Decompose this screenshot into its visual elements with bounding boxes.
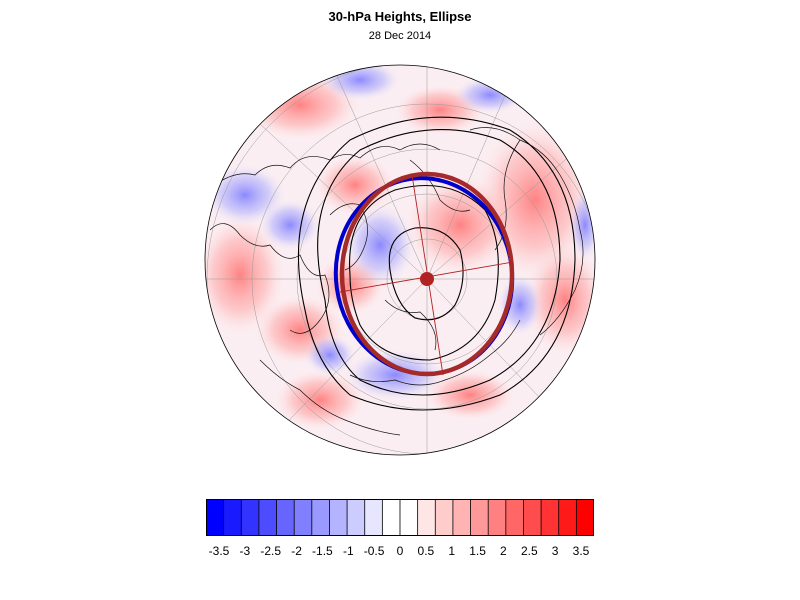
colorbar-box bbox=[381, 499, 401, 536]
colorbar-label: -3 bbox=[239, 544, 251, 558]
colorbar-box bbox=[470, 499, 489, 536]
colorbar-label: 1 bbox=[448, 544, 456, 558]
fitted-ellipse bbox=[339, 171, 515, 377]
colorbar-label: 2.5 bbox=[520, 544, 538, 558]
colorbar-label: -3.5 bbox=[208, 544, 230, 558]
colorbar-box bbox=[505, 499, 525, 536]
colorbar-labels: -3.5 -3 -2.5 -2 -1.5 -1 -0.5 0 0.5 1 1.5 2 2.5 3 3.5 bbox=[0, 544, 800, 560]
colorbar-box bbox=[452, 499, 472, 536]
colorbar-label: -2 bbox=[291, 544, 302, 558]
height-contours bbox=[297, 116, 576, 411]
colorbar-box bbox=[487, 499, 507, 536]
colorbar-box bbox=[434, 499, 454, 536]
colorbar-box bbox=[329, 499, 348, 536]
colorbar-box bbox=[223, 499, 242, 536]
colorbar-label: -1 bbox=[342, 544, 354, 558]
colorbar-box bbox=[240, 499, 260, 536]
vortex-center bbox=[420, 272, 434, 286]
colorbar-box bbox=[276, 499, 295, 536]
colorbar-label: 2 bbox=[500, 544, 507, 558]
colorbar-box bbox=[575, 499, 594, 536]
colorbar-label: 1.5 bbox=[469, 544, 486, 558]
colorbar-label: -1.5 bbox=[312, 544, 333, 558]
colorbar-label: 0.5 bbox=[417, 544, 435, 558]
colorbar-box bbox=[399, 499, 419, 536]
colorbar-box bbox=[523, 499, 542, 536]
map-border bbox=[204, 64, 596, 456]
colorbar-box bbox=[417, 499, 436, 536]
colorbar-box bbox=[558, 499, 578, 536]
page-subtitle: 28 Dec 2014 bbox=[368, 30, 432, 42]
colorbar-box bbox=[311, 499, 331, 536]
colorbar-box bbox=[206, 499, 225, 536]
colorbar-label: 0 bbox=[396, 544, 404, 558]
colorbar bbox=[206, 499, 594, 536]
colorbar-label: 3.5 bbox=[572, 544, 590, 558]
colorbar-label: 3 bbox=[551, 544, 559, 558]
colorbar-box bbox=[364, 499, 384, 536]
colorbar-box bbox=[346, 499, 366, 536]
colorbar-label: -2.5 bbox=[260, 544, 282, 558]
colorbar-label: -0.5 bbox=[363, 544, 385, 558]
colorbar-box bbox=[293, 499, 313, 536]
page-title: 30-hPa Heights, Ellipse bbox=[328, 9, 472, 24]
anomaly-field bbox=[205, 65, 595, 455]
colorbar-box bbox=[540, 499, 560, 536]
colorbar-box bbox=[258, 499, 278, 536]
